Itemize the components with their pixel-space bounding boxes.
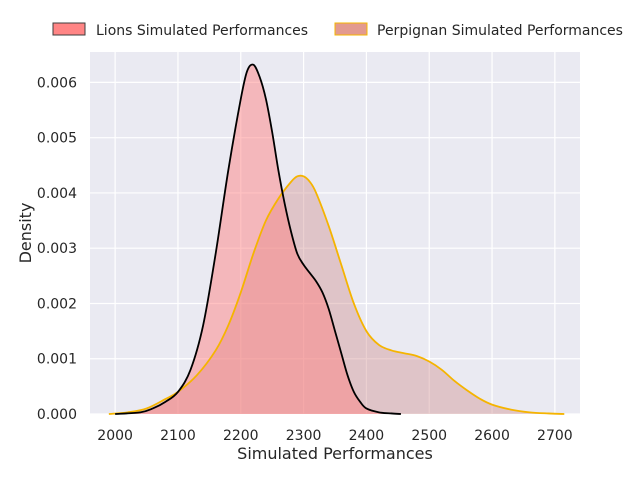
y-tick-label: 0.003: [37, 241, 77, 257]
x-tick-label: 2600: [474, 428, 510, 444]
x-tick-label: 2100: [160, 428, 196, 444]
x-tick-labels: 2000 2100 2200 2300 2400 2500 2600 2700: [97, 428, 572, 444]
x-tick-label: 2000: [97, 428, 133, 444]
legend: Lions Simulated Performances Perpignan S…: [52, 22, 623, 39]
y-tick-label: 0.006: [37, 75, 77, 91]
x-axis-label: Simulated Performances: [237, 444, 433, 463]
perpignan-density-line: [108, 174, 565, 415]
grid: [90, 52, 580, 415]
x-tick-label: 2500: [411, 428, 447, 444]
legend-label-perpignan: Perpignan Simulated Performances: [377, 23, 623, 39]
legend-label-lions: Lions Simulated Performances: [96, 23, 308, 39]
y-tick-label: 0.004: [37, 186, 77, 202]
density-lines: [108, 63, 565, 415]
y-axis-label: Density: [16, 203, 35, 264]
perpignan-density-area: [108, 175, 565, 414]
legend-swatch-lions: [52, 22, 86, 36]
x-tick-label: 2300: [286, 428, 322, 444]
x-tick-label: 2200: [223, 428, 259, 444]
y-tick-label: 0.002: [37, 296, 77, 312]
legend-swatch-perpignan: [334, 22, 368, 36]
lions-density-line: [115, 63, 402, 415]
y-tick-labels: 0.000 0.001 0.002 0.003 0.004 0.005 0.006: [37, 75, 77, 423]
x-tick-label: 2400: [349, 428, 385, 444]
y-tick-label: 0.000: [37, 407, 77, 423]
x-tick-label: 2700: [537, 428, 573, 444]
y-tick-label: 0.001: [37, 352, 77, 368]
plot-background: [90, 52, 580, 414]
y-tick-label: 0.005: [37, 131, 77, 147]
